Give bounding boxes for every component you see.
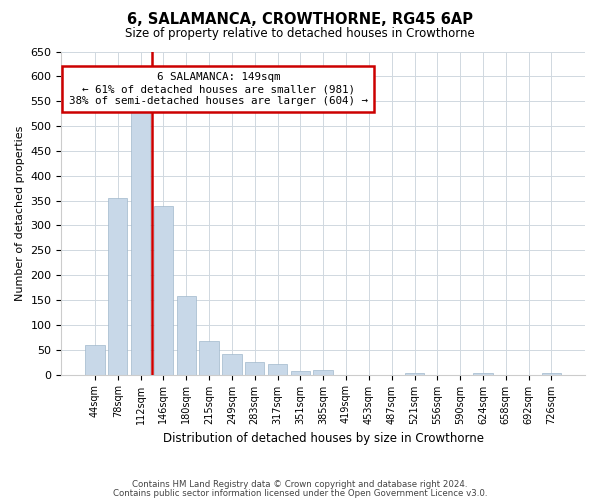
- Text: Contains HM Land Registry data © Crown copyright and database right 2024.: Contains HM Land Registry data © Crown c…: [132, 480, 468, 489]
- Bar: [245, 362, 265, 374]
- Y-axis label: Number of detached properties: Number of detached properties: [15, 126, 25, 300]
- Bar: [473, 373, 493, 374]
- Bar: [199, 341, 219, 374]
- Text: 6, SALAMANCA, CROWTHORNE, RG45 6AP: 6, SALAMANCA, CROWTHORNE, RG45 6AP: [127, 12, 473, 28]
- Bar: [405, 373, 424, 374]
- Bar: [131, 106, 150, 374]
- Text: 6 SALAMANCA: 149sqm
← 61% of detached houses are smaller (981)
38% of semi-detac: 6 SALAMANCA: 149sqm ← 61% of detached ho…: [69, 72, 368, 106]
- Bar: [154, 206, 173, 374]
- Bar: [85, 344, 104, 374]
- Bar: [268, 364, 287, 374]
- Bar: [108, 198, 127, 374]
- Bar: [290, 370, 310, 374]
- X-axis label: Distribution of detached houses by size in Crowthorne: Distribution of detached houses by size …: [163, 432, 484, 445]
- Bar: [176, 296, 196, 374]
- Bar: [542, 373, 561, 374]
- Text: Contains public sector information licensed under the Open Government Licence v3: Contains public sector information licen…: [113, 488, 487, 498]
- Bar: [313, 370, 333, 374]
- Text: Size of property relative to detached houses in Crowthorne: Size of property relative to detached ho…: [125, 28, 475, 40]
- Bar: [222, 354, 242, 374]
